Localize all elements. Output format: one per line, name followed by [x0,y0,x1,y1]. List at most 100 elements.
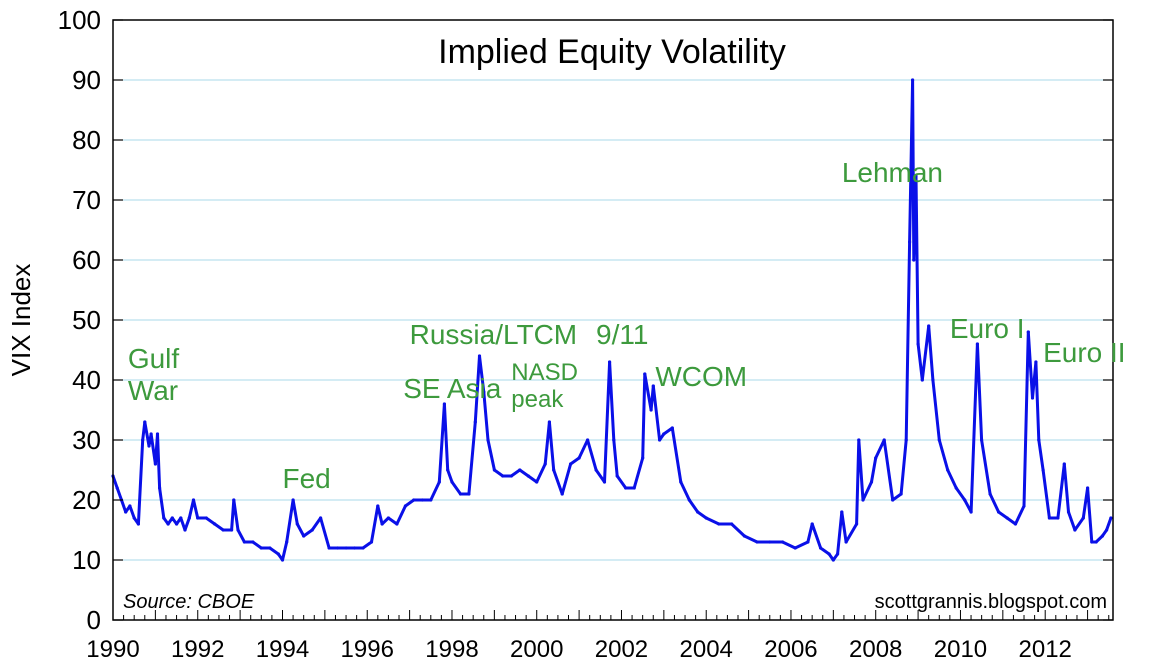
credit-url: scottgrannis.blogspot.com [875,591,1107,613]
data-point [810,522,814,526]
data-point [586,438,590,442]
data-point [920,378,924,382]
data-point [882,438,886,442]
annotation-line: WCOM [655,361,747,392]
annotation-line: NASD [511,359,578,386]
data-point [395,522,399,526]
data-point [259,546,263,550]
data-point [911,78,915,82]
data-point [162,516,166,520]
data-point [361,546,365,550]
data-point [988,492,992,496]
data-point [658,438,662,442]
data-point [232,498,236,502]
data-point [1037,438,1041,442]
data-point [477,354,482,358]
data-point [891,498,895,502]
annotation-line: Gulf [128,343,180,374]
data-point [236,528,240,532]
data-point [1041,468,1045,472]
y-tick-label: 0 [87,605,101,635]
annotation-label: Euro I [950,313,1025,344]
x-tick-label: 2010 [934,636,987,663]
data-point [975,342,980,346]
data-point [1056,516,1060,520]
data-point [997,510,1001,514]
data-point [552,468,556,472]
data-point [904,438,908,442]
data-point [899,492,903,496]
data-point [1094,540,1098,544]
annotation-label: WCOM [655,361,747,392]
data-point [535,480,539,484]
data-point [115,486,119,490]
data-point [132,516,136,520]
data-point [861,498,865,502]
annotation-label: 9/11 [596,319,648,350]
data-point [1013,522,1018,526]
x-tick-label: 1994 [256,636,309,663]
data-point [679,480,683,484]
y-tick-label: 80 [72,125,101,155]
data-point [213,522,217,526]
data-point [704,516,708,520]
data-point [1026,330,1030,334]
x-tick-label: 1992 [171,636,224,663]
data-point [482,390,486,394]
data-point [1086,486,1090,490]
series-line-group [111,78,1113,562]
data-point [927,324,931,328]
data-point [855,522,859,526]
data-point [386,516,390,520]
data-point [1062,462,1066,466]
data-point [844,540,848,544]
y-tick-label: 60 [72,245,101,275]
data-point [187,516,191,520]
data-point [730,522,734,526]
data-point [147,444,151,448]
data-point [806,540,810,544]
chart-title: Implied Equity Volatility [438,33,786,71]
data-point [276,552,280,556]
data-point [1105,528,1109,532]
data-point [608,360,612,364]
data-point [450,480,454,484]
annotation-label: SE Asia [403,373,501,404]
annotation-line: 9/11 [596,319,648,350]
x-tick-label: 2012 [1019,636,1072,663]
data-point [946,468,950,472]
x-tick-label: 2006 [764,636,817,663]
data-point [874,456,878,460]
data-point [969,510,973,514]
data-point [1081,516,1085,520]
data-point [1109,516,1113,520]
x-tick-label: 1990 [86,636,139,663]
data-point [179,516,183,520]
data-point [153,462,157,466]
x-tick-label: 2000 [510,636,563,663]
data-point [1090,540,1094,544]
data-point [492,468,496,472]
data-point [155,432,160,436]
data-point [429,498,433,502]
data-point [295,522,299,526]
data-point [128,504,132,508]
data-point [1066,510,1071,514]
y-tick-label: 40 [72,365,101,395]
data-point [175,522,179,526]
annotation-line: War [128,375,178,406]
data-point [768,540,772,544]
data-point [687,498,691,502]
data-point [319,516,323,520]
data-point [641,456,645,460]
data-point [914,174,918,178]
data-point [380,522,384,526]
annotation-line: Euro II [1043,337,1125,368]
data-point [376,504,380,508]
data-point [1073,528,1077,532]
data-point [869,480,874,484]
annotation-line: Euro I [950,313,1025,344]
x-axis: 1990 1992 1994 1996 1998 2000 2002 2004 2006 2008… [86,610,1110,663]
data-point [547,420,552,424]
